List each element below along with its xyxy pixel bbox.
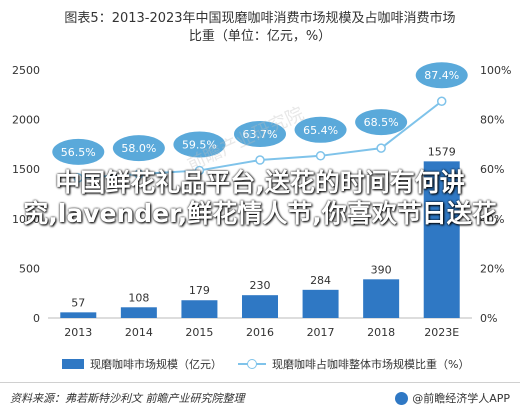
y-left-tick-label: 1000 [12,213,40,226]
chart-title-line2: 比重（单位：亿元，%） [188,29,332,44]
line-point [73,173,84,183]
bar [181,300,218,318]
line-value-label: 58.0% [121,142,156,155]
brand-label: @前瞻经济学人APP [412,392,510,405]
bar [302,289,339,318]
bar-value-label: 57 [71,296,85,309]
line-value-label: 59.5% [182,138,217,151]
y-right-tick-label: 100% [480,64,511,77]
y-left-tick-label: 2000 [12,114,40,127]
chart-title: 图表5：2013-2023年中国现磨咖啡消费市场规模及占咖啡消费市场 比重（单位… [0,10,520,46]
y-right-tick-label: 20% [480,262,504,275]
y-left-tick-label: 2500 [12,64,40,77]
line-point [134,169,144,179]
brand: @前瞻经济学人APP [395,390,510,406]
x-tick-label: 2015 [185,326,213,339]
line-value-bubble [173,131,226,158]
x-tick-label: 2018 [367,326,395,339]
combo-chart: 0 500 1000 1500 2000 2500 0% 20% 40% 60% 80% 100% 57… [12,62,511,339]
x-tick-label: 2023E [424,326,459,339]
line-value-bubble [52,138,105,165]
source-note: 资料来源：弗若斯特沙利文 前瞻产业研究院整理 [10,392,245,405]
line-point [255,155,265,165]
line-value-label: 65.4% [303,124,338,137]
footer: 资料来源：弗若斯特沙利文 前瞻产业研究院整理 @前瞻经济学人APP [0,382,520,413]
line-value-label: 56.5% [61,146,96,159]
legend-line-label: 现磨咖啡占咖啡整体市场规模比重（%） [272,358,470,371]
y-left-tick-label: 500 [19,262,40,275]
bar-value-label: 230 [250,279,271,292]
y-right-tick-label: 80% [480,114,504,127]
line-value-bubble [234,121,286,148]
y-right-tick-label: 0% [480,312,497,325]
y-right-tick-label: 60% [480,163,504,176]
line-value-label: 68.5% [364,116,399,129]
bar-value-label: 108 [128,291,149,304]
bar-value-label: 1579 [428,145,456,158]
line-point [194,165,205,176]
legend-line-swatch [238,359,266,369]
line-value-bubble [355,109,408,136]
line-point [376,143,386,153]
legend-item-line: 现磨咖啡占咖啡整体市场规模比重（%） [238,356,469,372]
legend: 现磨咖啡市场规模（亿元） 现磨咖啡占咖啡整体市场规模比重（%） [0,356,520,374]
line-value-bubble [294,116,347,143]
line-point [436,96,447,106]
x-tick-label: 2017 [307,326,335,339]
legend-bar-label: 现磨咖啡市场规模（亿元） [90,358,222,371]
bar [120,307,157,318]
line-value-label: 87.4% [424,69,459,82]
x-tick-label: 2016 [246,326,274,339]
y-left-tick-label: 1500 [12,163,40,176]
line-value-bubble [415,62,468,89]
bar-value-label: 179 [189,284,210,297]
y-left-tick-label: 0 [33,312,40,325]
bar [60,312,97,318]
brand-logo-icon [395,391,409,405]
line-point [315,151,326,161]
line-value-label: 63.7% [243,128,278,141]
bar-value-label: 390 [371,263,392,276]
bar [363,279,400,318]
x-tick-label: 2013 [64,326,92,339]
bar [423,161,460,318]
legend-bar-swatch [62,359,84,369]
bar [242,295,278,318]
bar-value-label: 284 [310,274,331,287]
y-right-tick-label: 40% [480,213,504,226]
line-value-bubble [112,135,165,162]
legend-item-bar: 现磨咖啡市场规模（亿元） [62,356,222,372]
chart-title-line1: 图表5：2013-2023年中国现磨咖啡消费市场规模及占咖啡消费市场 [64,11,456,26]
x-tick-label: 2014 [125,326,153,339]
overlay-caption: 中国鲜花礼品平台,送花的时间有何讲究,lavender,鲜花情人节,你喜欢节日送… [23,168,497,228]
